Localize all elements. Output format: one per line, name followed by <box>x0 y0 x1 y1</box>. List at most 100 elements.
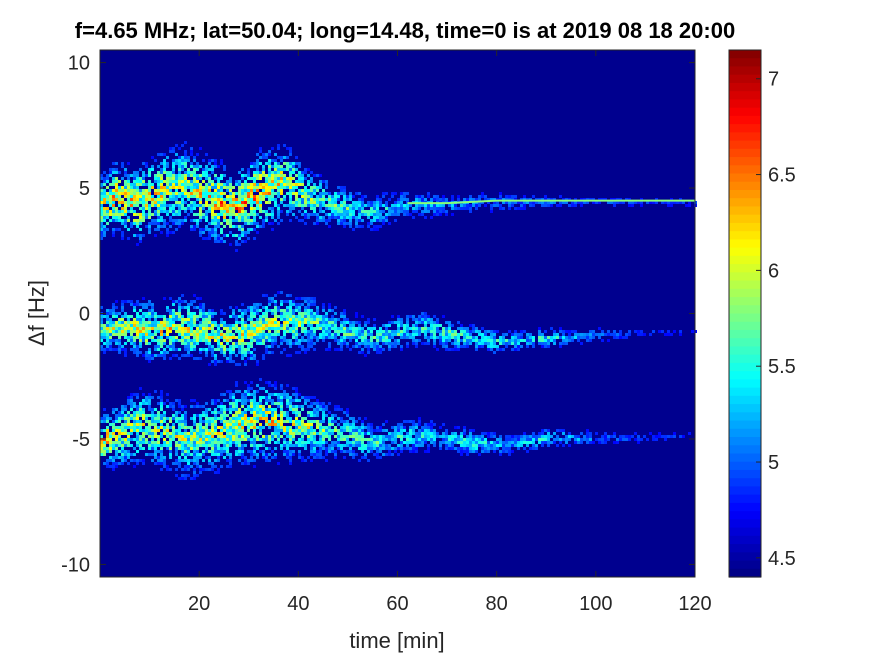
heat-cell <box>139 441 142 444</box>
heat-cell <box>382 336 385 339</box>
heat-cell <box>160 450 163 453</box>
heat-cell <box>148 441 151 444</box>
heat-cell <box>229 444 232 447</box>
heat-cell <box>478 204 481 207</box>
heat-cell <box>253 312 256 315</box>
heat-cell <box>259 225 262 228</box>
heat-cell <box>214 213 217 216</box>
heat-cell <box>184 159 187 162</box>
heat-cell <box>382 222 385 225</box>
heat-cell <box>529 336 532 339</box>
heat-cell <box>181 417 184 420</box>
heat-cell <box>160 336 163 339</box>
heat-cell <box>166 180 169 183</box>
heat-cell <box>142 162 145 165</box>
heat-cell <box>280 426 283 429</box>
heat-cell <box>466 327 469 330</box>
heat-cell <box>355 339 358 342</box>
heat-cell <box>253 423 256 426</box>
heat-cell <box>376 438 379 441</box>
heat-cell <box>511 333 514 336</box>
heat-cell <box>292 207 295 210</box>
heat-cell <box>265 339 268 342</box>
heat-cell <box>361 219 364 222</box>
heat-cell <box>100 450 103 453</box>
heat-cell <box>235 225 238 228</box>
heat-cell <box>115 456 118 459</box>
heat-cell <box>313 300 316 303</box>
heat-cell <box>139 405 142 408</box>
heat-cell <box>229 357 232 360</box>
heat-cell <box>142 216 145 219</box>
heat-cell <box>253 315 256 318</box>
heat-cell <box>157 420 160 423</box>
heat-cell <box>118 324 121 327</box>
heat-cell <box>178 303 181 306</box>
heat-cell <box>172 321 175 324</box>
heat-cell <box>250 438 253 441</box>
heat-cell <box>121 162 124 165</box>
heat-cell <box>295 405 298 408</box>
heat-cell <box>154 174 157 177</box>
heat-cell <box>298 309 301 312</box>
heat-cell <box>430 207 433 210</box>
heat-cell <box>232 192 235 195</box>
heat-cell <box>346 222 349 225</box>
heat-cell <box>223 426 226 429</box>
heat-cell <box>361 198 364 201</box>
heat-cell <box>139 426 142 429</box>
heat-cell <box>139 345 142 348</box>
heat-cell <box>442 333 445 336</box>
heat-cell <box>412 447 415 450</box>
heat-cell <box>304 321 307 324</box>
heat-cell <box>238 351 241 354</box>
heat-cell <box>142 336 145 339</box>
heat-cell <box>160 420 163 423</box>
heat-cell <box>346 195 349 198</box>
heat-cell <box>286 315 289 318</box>
heat-cell <box>469 210 472 213</box>
heat-cell <box>310 207 313 210</box>
heat-cell <box>190 453 193 456</box>
heat-cell <box>256 186 259 189</box>
heat-cell <box>301 177 304 180</box>
heat-cell <box>277 315 280 318</box>
heat-cell <box>265 324 268 327</box>
heat-cell <box>547 339 550 342</box>
heat-cell <box>247 216 250 219</box>
heat-cell <box>196 324 199 327</box>
heat-cell <box>346 210 349 213</box>
heat-cell <box>157 195 160 198</box>
heat-cell <box>277 210 280 213</box>
heat-cell <box>448 330 451 333</box>
heat-cell <box>310 213 313 216</box>
heat-cell <box>229 231 232 234</box>
heat-cell <box>109 192 112 195</box>
heat-cell <box>298 411 301 414</box>
heat-cell <box>148 354 151 357</box>
heat-cell <box>232 423 235 426</box>
heat-cell <box>376 342 379 345</box>
heat-cell <box>223 168 226 171</box>
heat-cell <box>430 324 433 327</box>
heat-cell <box>295 441 298 444</box>
heat-cell <box>163 204 166 207</box>
heat-cell <box>226 207 229 210</box>
heat-cell <box>229 219 232 222</box>
heat-cell <box>199 177 202 180</box>
heat-cell <box>265 321 268 324</box>
heat-cell <box>298 345 301 348</box>
heat-cell <box>208 177 211 180</box>
heat-cell <box>682 201 685 204</box>
heat-cell <box>421 327 424 330</box>
heat-cell <box>247 348 250 351</box>
heat-cell <box>112 213 115 216</box>
heat-cell <box>352 441 355 444</box>
heat-cell <box>232 408 235 411</box>
heat-cell <box>265 438 268 441</box>
heat-cell <box>328 423 331 426</box>
heat-cell <box>466 204 469 207</box>
heat-cell <box>247 405 250 408</box>
heat-cell <box>274 192 277 195</box>
heat-cell <box>178 297 181 300</box>
